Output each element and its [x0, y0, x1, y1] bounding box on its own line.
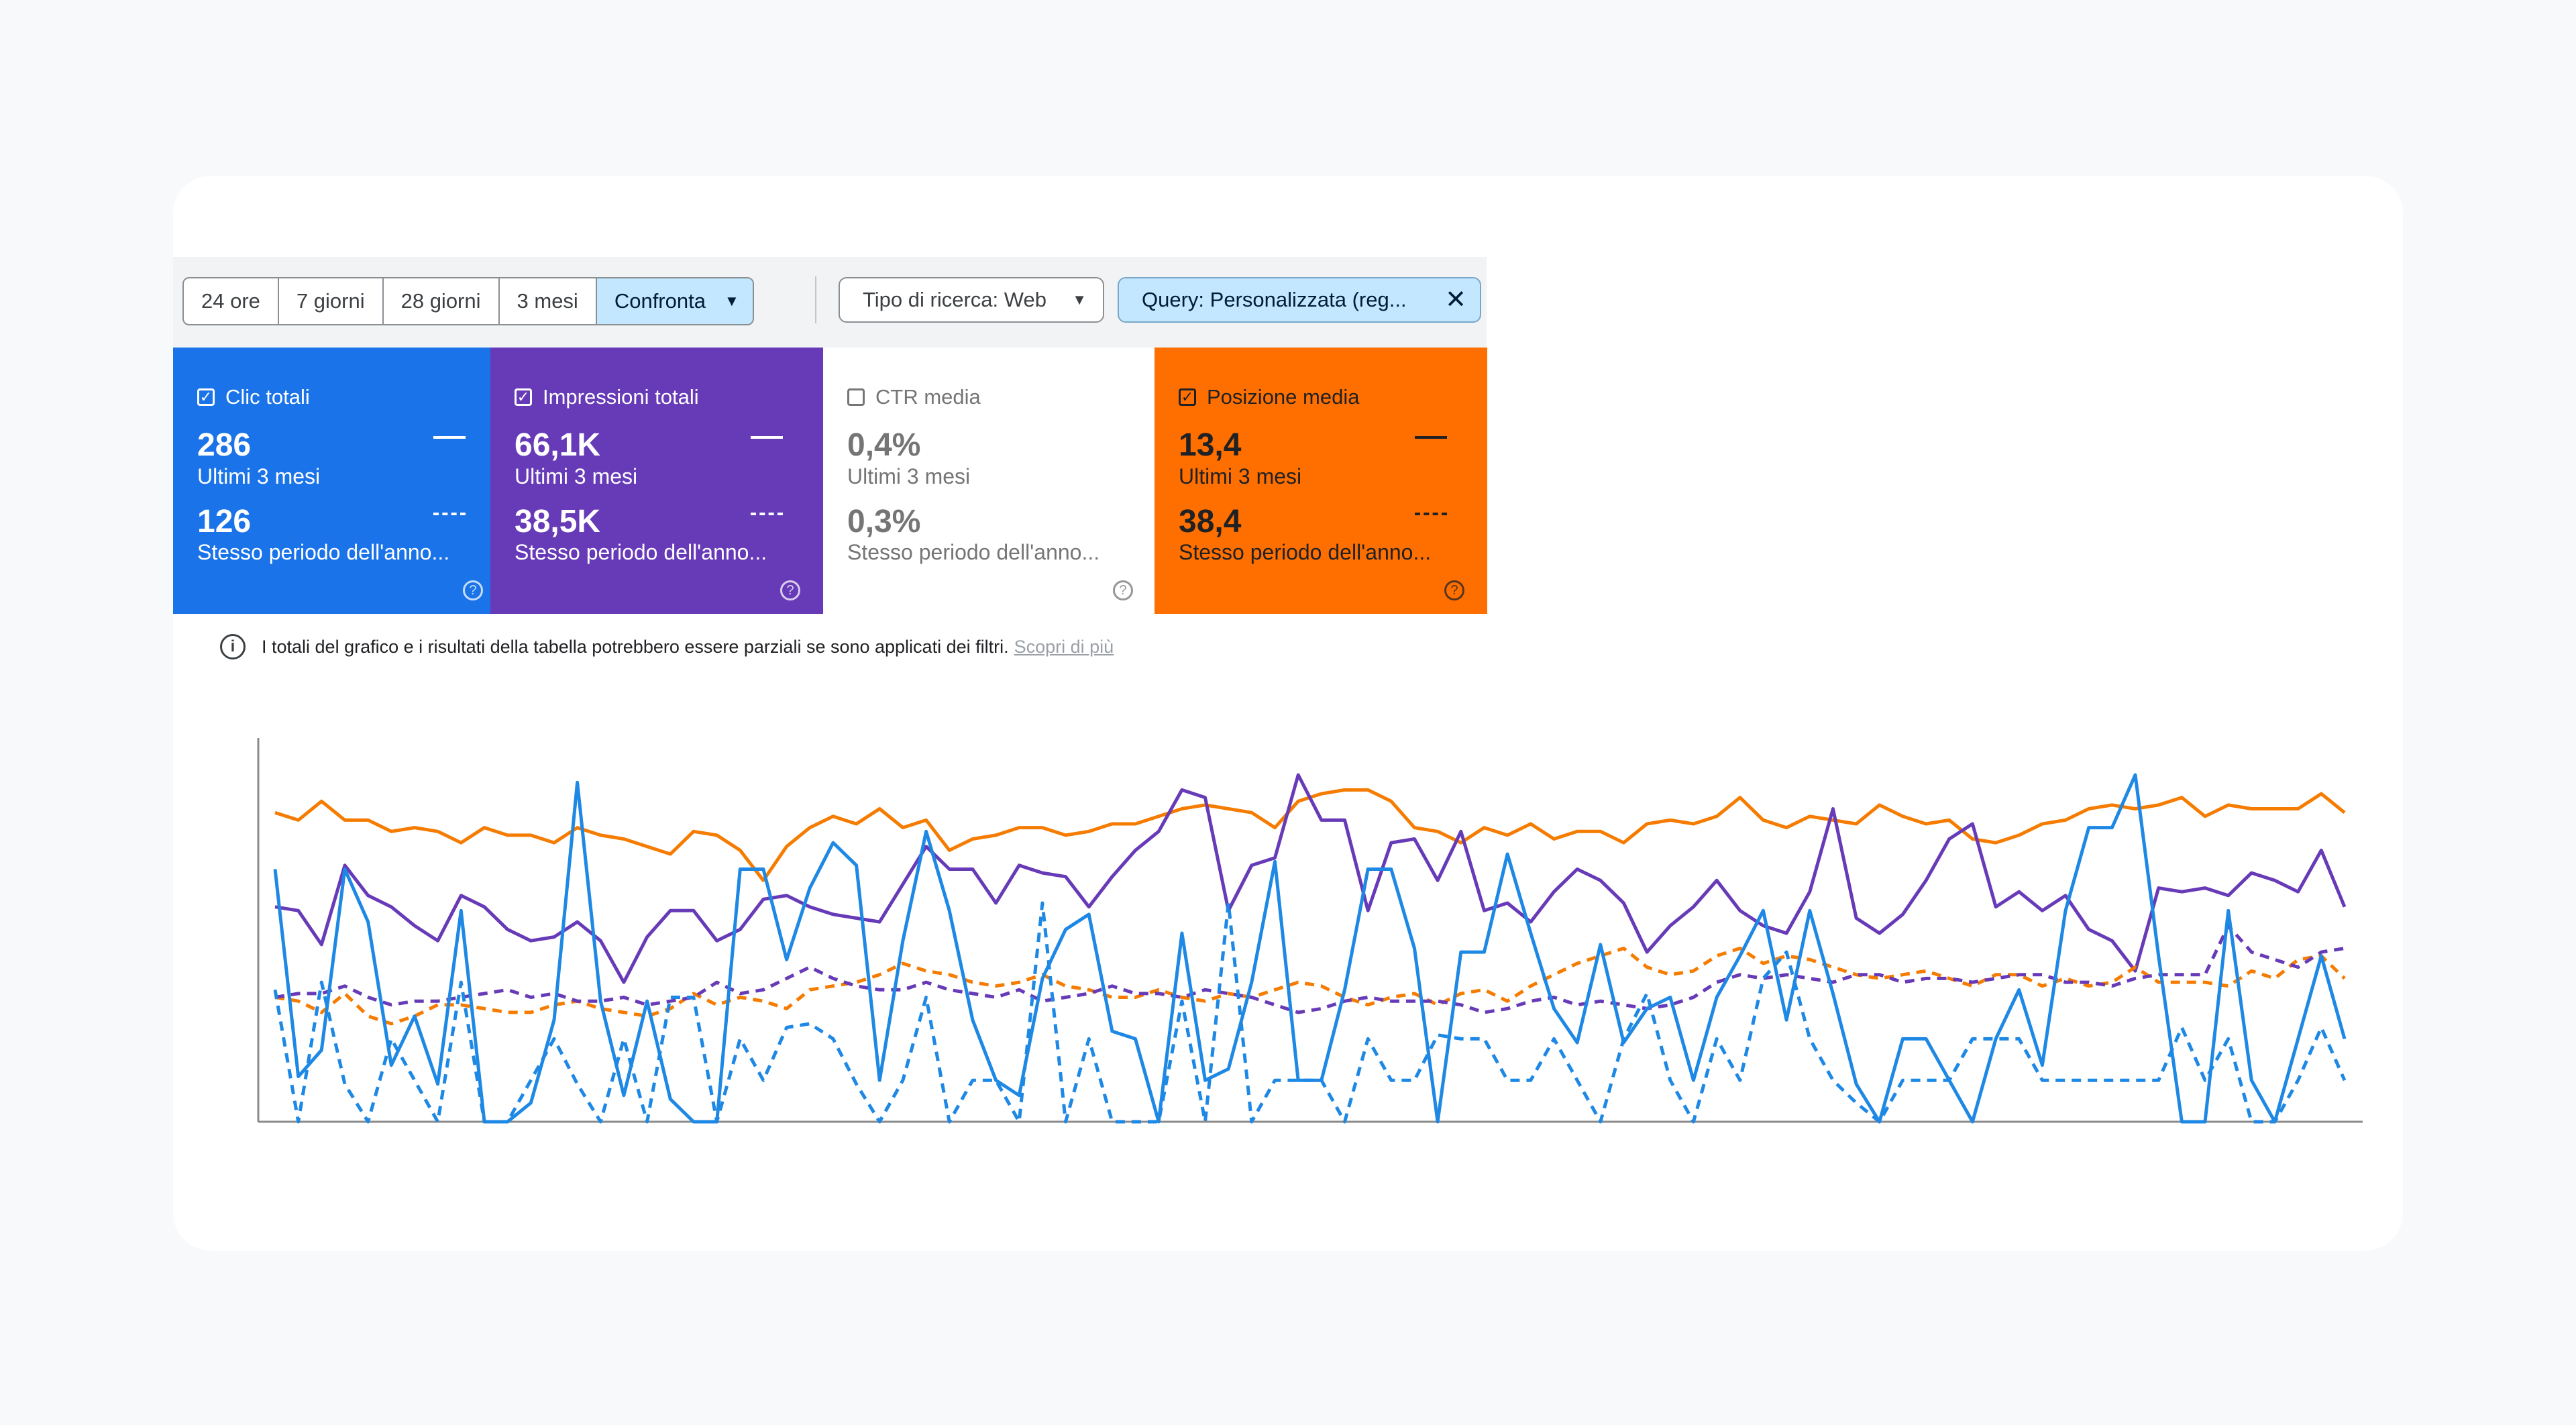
- dashed-line-legend-icon: [1415, 513, 1447, 515]
- series-layer: [273, 773, 2347, 1124]
- checkbox-checked-icon[interactable]: ✓: [1179, 388, 1196, 406]
- compare-button[interactable]: Confronta ▼: [596, 278, 753, 324]
- range-3m-button[interactable]: 3 mesi: [500, 278, 597, 324]
- metric-header: ✓ Clic totali: [197, 385, 310, 409]
- metric-tile-clicks[interactable]: ✓ Clic totali 286 Ultimi 3 mesi 126 Stes…: [173, 348, 506, 614]
- metric-header: ✓ Impressioni totali: [515, 385, 699, 409]
- series-line-2: [274, 947, 2346, 1026]
- metric-header: ✓ Posizione media: [1179, 385, 1359, 409]
- performance-chart: [257, 738, 2363, 1124]
- query-filter-chip[interactable]: Query: Personalizzata (reg... ✕: [1118, 277, 1481, 323]
- help-icon[interactable]: ?: [1444, 580, 1464, 600]
- metric-tile-ctr[interactable]: CTR media 0,4% Ultimi 3 mesi 0,3% Stesso…: [823, 348, 1156, 614]
- solid-line-legend-icon: [433, 436, 466, 439]
- checkbox-checked-icon[interactable]: ✓: [515, 388, 532, 406]
- dashed-line-legend-icon: [433, 513, 466, 515]
- metric-value: 0,4%: [847, 427, 921, 463]
- metric-label: Clic totali: [225, 385, 310, 409]
- metric-compare-value: 38,5K: [515, 504, 601, 539]
- metric-compare-value: 38,4: [1179, 504, 1242, 539]
- metric-header: CTR media: [847, 385, 981, 409]
- caret-down-icon: ▼: [1072, 291, 1087, 308]
- metric-period: Ultimi 3 mesi: [1179, 464, 1302, 488]
- metric-label: Impressioni totali: [543, 385, 699, 409]
- help-icon[interactable]: ?: [463, 580, 483, 600]
- metric-label: Posizione media: [1207, 385, 1360, 409]
- range-24h-button[interactable]: 24 ore: [184, 278, 279, 324]
- metric-value: 66,1K: [515, 427, 601, 463]
- caret-down-icon: ▼: [724, 293, 739, 309]
- toolbar-divider: [815, 276, 816, 323]
- close-icon[interactable]: ✕: [1445, 286, 1466, 314]
- info-icon: i: [220, 634, 246, 659]
- metric-label: CTR media: [875, 385, 981, 409]
- metric-compare-value: 0,3%: [847, 504, 921, 539]
- help-icon[interactable]: ?: [780, 580, 800, 600]
- series-line-1: [274, 773, 2347, 984]
- checkbox-checked-icon[interactable]: ✓: [197, 388, 215, 406]
- solid-line-legend-icon: [1415, 436, 1447, 439]
- notice-text: I totali del grafico e i risultati della…: [262, 636, 1009, 657]
- search-type-label: Tipo di ricerca: Web: [863, 288, 1046, 311]
- search-type-dropdown[interactable]: Tipo di ricerca: Web ▼: [839, 277, 1104, 323]
- filter-notice: i I totali del grafico e i risultati del…: [220, 634, 1114, 659]
- range-28d-button[interactable]: 28 giorni: [384, 278, 500, 324]
- metric-tile-position[interactable]: ✓ Posizione media 13,4 Ultimi 3 mesi 38,…: [1155, 348, 1487, 614]
- compare-label: Confronta: [614, 289, 706, 313]
- metric-tile-impressions[interactable]: ✓ Impressioni totali 66,1K Ultimi 3 mesi…: [490, 348, 823, 614]
- query-filter-label: Query: Personalizzata (reg...: [1142, 288, 1407, 311]
- metric-compare-period: Stesso periodo dell'anno...: [847, 540, 1100, 564]
- metric-compare-period: Stesso periodo dell'anno...: [197, 540, 450, 564]
- learn-more-link[interactable]: Scopri di più: [1014, 636, 1114, 657]
- metric-period: Ultimi 3 mesi: [197, 464, 321, 488]
- range-7d-button[interactable]: 7 giorni: [279, 278, 384, 324]
- metric-period: Ultimi 3 mesi: [847, 464, 971, 488]
- metric-compare-period: Stesso periodo dell'anno...: [515, 540, 767, 564]
- metric-compare-value: 126: [197, 504, 252, 539]
- metric-period: Ultimi 3 mesi: [515, 464, 638, 488]
- dashed-line-legend-icon: [751, 513, 783, 515]
- date-range-selector: 24 ore 7 giorni 28 giorni 3 mesi Confron…: [182, 277, 754, 325]
- metric-compare-period: Stesso periodo dell'anno...: [1179, 540, 1432, 564]
- metric-value: 286: [197, 427, 252, 463]
- help-icon[interactable]: ?: [1113, 580, 1133, 600]
- checkbox-unchecked-icon[interactable]: [847, 388, 865, 406]
- solid-line-legend-icon: [751, 436, 783, 439]
- metric-value: 13,4: [1179, 427, 1242, 463]
- series-line-5: [273, 901, 2347, 1124]
- series-line-3: [274, 924, 2345, 1014]
